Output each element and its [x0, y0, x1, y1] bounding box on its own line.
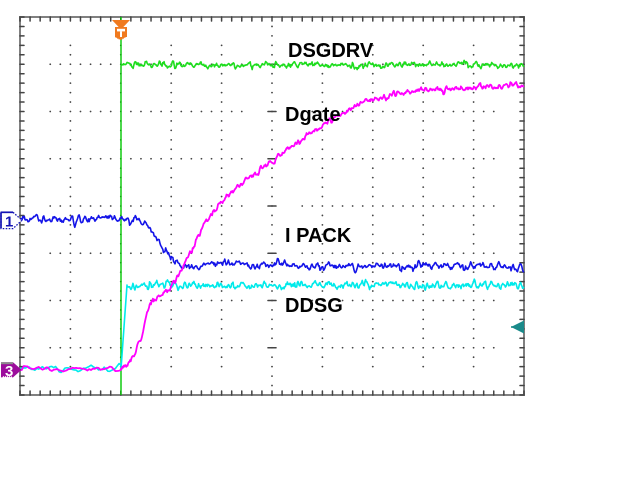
svg-text:Dgate: Dgate — [285, 104, 341, 126]
svg-text:DDSG: DDSG — [285, 295, 343, 317]
svg-text:3: 3 — [5, 363, 13, 380]
svg-text:I PACK: I PACK — [285, 225, 352, 247]
svg-text:DSGDRV: DSGDRV — [288, 40, 374, 62]
svg-text:1: 1 — [5, 214, 13, 231]
